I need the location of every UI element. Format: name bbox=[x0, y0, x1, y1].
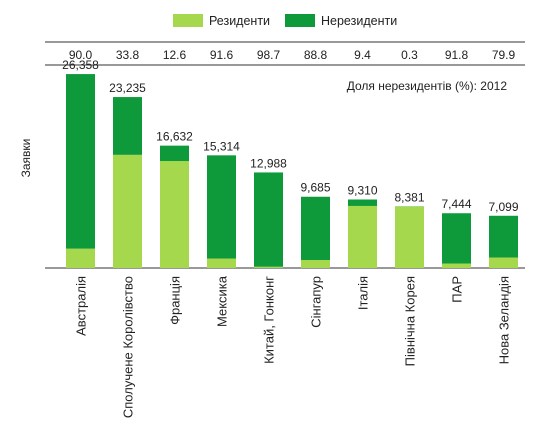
share-value: 12.6 bbox=[163, 48, 187, 62]
share-value: 33.8 bbox=[116, 48, 140, 62]
total-label: 8,381 bbox=[394, 190, 424, 204]
share-value: 88.8 bbox=[304, 48, 328, 62]
bar-nonresidents bbox=[207, 155, 236, 259]
legend-label-residents: Резиденти bbox=[209, 14, 270, 28]
category-label: Північна Корея bbox=[403, 276, 418, 366]
category-label: Франція bbox=[168, 276, 183, 325]
bar-residents bbox=[395, 206, 424, 268]
bar-nonresidents bbox=[301, 196, 330, 261]
bar-nonresidents bbox=[113, 97, 142, 155]
share-value: 90.0 bbox=[69, 48, 93, 62]
bar-nonresidents bbox=[254, 172, 283, 267]
total-label: 7,444 bbox=[441, 197, 471, 211]
category-label: Австралія bbox=[74, 276, 89, 336]
share-value: 98.7 bbox=[257, 48, 281, 62]
legend: Резиденти Нерезиденти bbox=[173, 14, 397, 28]
category-label: ПАР bbox=[450, 276, 465, 303]
bar-residents bbox=[301, 260, 330, 268]
share-value: 0.3 bbox=[401, 48, 418, 62]
total-label: 26,358 bbox=[62, 58, 99, 72]
bar-nonresidents bbox=[66, 74, 95, 249]
bar-residents bbox=[348, 205, 377, 268]
bar-residents bbox=[160, 161, 189, 268]
share-row: 90.0 33.8 12.6 91.6 98.7 88.8 9.4 0.3 91.8 79.9 bbox=[69, 48, 516, 62]
bar-residents bbox=[254, 266, 283, 268]
category-label: Мексика bbox=[215, 275, 230, 327]
total-label: 15,314 bbox=[203, 139, 240, 153]
bar-residents bbox=[489, 257, 518, 268]
category-labels: Австралія Сполучене Королівство Франція Мек… bbox=[74, 275, 512, 418]
total-label: 12,988 bbox=[250, 156, 287, 170]
bar-residents bbox=[66, 248, 95, 268]
share-value: 79.9 bbox=[492, 48, 516, 62]
legend-swatch-residents bbox=[173, 14, 203, 27]
share-value: 91.6 bbox=[210, 48, 234, 62]
category-label: Італія bbox=[356, 276, 371, 310]
share-value: 91.8 bbox=[445, 48, 469, 62]
bar-nonresidents bbox=[442, 213, 471, 264]
total-label: 9,310 bbox=[347, 184, 377, 198]
total-labels: 26,358 23,235 16,632 15,314 12,988 9,685 9,310… bbox=[62, 58, 519, 214]
share-caption: Доля нерезидентів (%): 2012 bbox=[347, 79, 508, 93]
total-label: 16,632 bbox=[156, 130, 193, 144]
bar-residents bbox=[207, 258, 236, 268]
legend-label-nonresidents: Нерезиденти bbox=[321, 14, 397, 28]
total-label: 9,685 bbox=[300, 181, 330, 195]
bars bbox=[66, 74, 518, 268]
total-label: 7,099 bbox=[488, 200, 518, 214]
category-label: Китай, Гонконг bbox=[262, 276, 277, 364]
category-label: Сполучене Королівство bbox=[121, 276, 136, 418]
bar-nonresidents bbox=[489, 215, 518, 258]
share-value: 9.4 bbox=[354, 48, 371, 62]
legend-swatch-nonresidents bbox=[285, 14, 315, 27]
y-axis-label: Заявки bbox=[19, 139, 33, 178]
bar-nonresidents bbox=[348, 199, 377, 206]
bar-residents bbox=[442, 263, 471, 268]
total-label: 23,235 bbox=[109, 81, 146, 95]
category-label: Сінгапур bbox=[309, 276, 324, 328]
bar-nonresidents bbox=[160, 145, 189, 162]
category-label: Нова Зеландія bbox=[497, 276, 512, 364]
bar-residents bbox=[113, 154, 142, 268]
